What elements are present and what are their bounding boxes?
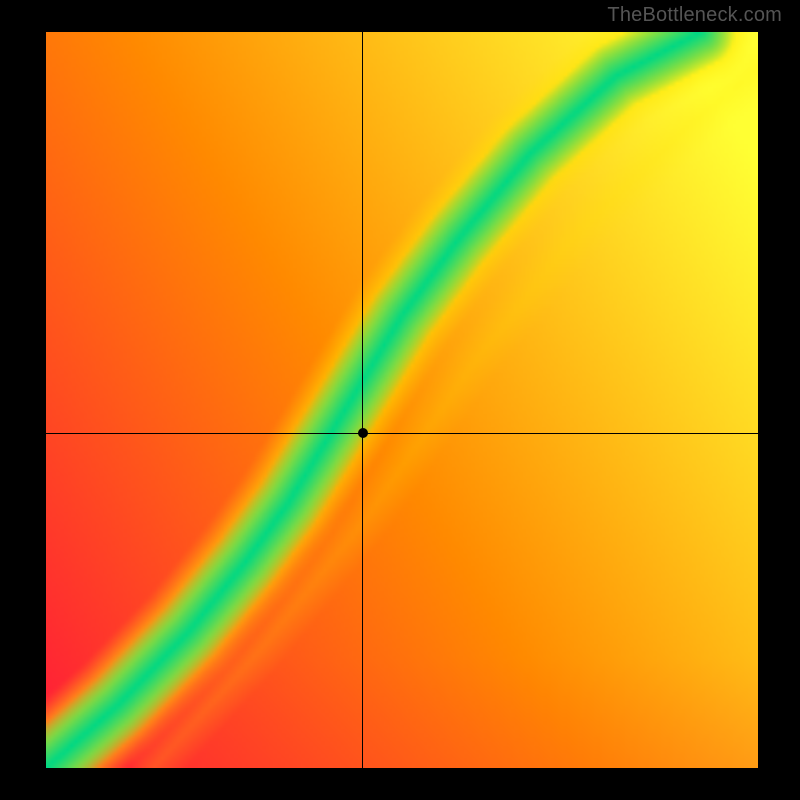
heatmap-canvas bbox=[46, 32, 758, 768]
crosshair-horizontal bbox=[46, 433, 758, 434]
watermark-text: TheBottleneck.com bbox=[607, 4, 782, 27]
crosshair-marker bbox=[358, 428, 368, 438]
crosshair-vertical bbox=[362, 32, 363, 768]
root-container: TheBottleneck.com bbox=[0, 0, 800, 800]
plot-frame bbox=[46, 32, 758, 768]
